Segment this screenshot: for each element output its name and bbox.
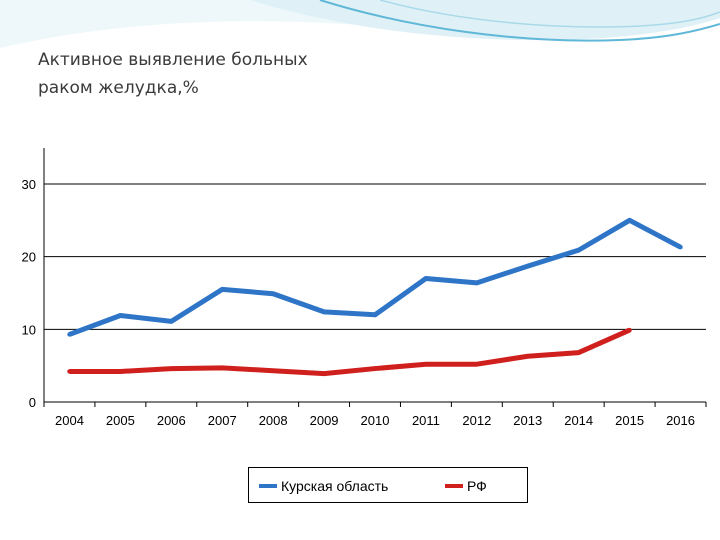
data-point-kursk bbox=[372, 312, 378, 317]
legend-label-rf: РФ bbox=[467, 478, 487, 494]
legend-item-kursk: Курская область bbox=[259, 468, 388, 504]
chart-legend: Курская область РФ bbox=[248, 467, 528, 503]
x-tick-label: 2004 bbox=[55, 413, 84, 428]
data-point-kursk bbox=[270, 291, 276, 296]
data-point-kursk bbox=[627, 218, 632, 223]
data-point-rf bbox=[321, 371, 327, 376]
data-point-rf bbox=[474, 362, 480, 367]
x-tick-label: 2007 bbox=[208, 413, 237, 428]
data-point-kursk bbox=[67, 332, 72, 337]
data-point-rf bbox=[220, 365, 225, 371]
x-tick-label: 2015 bbox=[615, 413, 644, 428]
series-line-rf bbox=[69, 327, 631, 377]
data-point-kursk bbox=[525, 263, 530, 269]
series-line-kursk bbox=[68, 217, 682, 337]
x-tick-label: 2014 bbox=[564, 413, 593, 428]
legend-label-kursk: Курская область bbox=[281, 478, 389, 494]
legend-item-rf: РФ bbox=[445, 468, 487, 504]
x-tick-label: 2016 bbox=[666, 413, 695, 428]
x-tick-label: 2010 bbox=[361, 413, 390, 428]
data-point-kursk bbox=[576, 247, 581, 253]
y-tick-label: 10 bbox=[22, 322, 36, 337]
slide-title: Активное выявление больных раком желудка… bbox=[38, 46, 308, 102]
data-point-rf bbox=[118, 369, 123, 374]
data-point-rf bbox=[627, 327, 632, 333]
data-point-kursk bbox=[220, 287, 225, 292]
y-tick-label: 0 bbox=[29, 395, 36, 410]
slide-title-line2: раком желудка,% bbox=[38, 78, 199, 98]
data-point-kursk bbox=[423, 276, 429, 281]
x-tick-label: 2006 bbox=[157, 413, 186, 428]
data-point-kursk bbox=[678, 245, 683, 250]
legend-swatch-kursk bbox=[259, 484, 277, 488]
slide-title-line1: Активное выявление больных bbox=[38, 50, 308, 70]
data-point-rf bbox=[67, 369, 72, 374]
data-point-kursk bbox=[474, 280, 480, 286]
legend-swatch-rf bbox=[445, 484, 463, 488]
x-tick-label: 2005 bbox=[106, 413, 135, 428]
y-tick-label: 30 bbox=[22, 177, 36, 192]
data-point-rf bbox=[576, 350, 581, 355]
data-point-rf bbox=[270, 368, 276, 373]
data-point-rf bbox=[423, 362, 429, 367]
data-point-kursk bbox=[118, 313, 123, 318]
x-tick-label: 2013 bbox=[513, 413, 542, 428]
x-tick-label: 2011 bbox=[412, 413, 440, 428]
data-point-kursk bbox=[321, 309, 327, 315]
x-tick-label: 2008 bbox=[259, 413, 288, 428]
data-point-kursk bbox=[169, 319, 174, 324]
data-point-rf bbox=[525, 354, 530, 359]
data-point-rf bbox=[169, 366, 174, 371]
data-point-rf bbox=[372, 366, 378, 371]
y-tick-label: 20 bbox=[22, 250, 36, 265]
x-tick-label: 2009 bbox=[310, 413, 339, 428]
x-tick-label: 2012 bbox=[462, 413, 491, 428]
